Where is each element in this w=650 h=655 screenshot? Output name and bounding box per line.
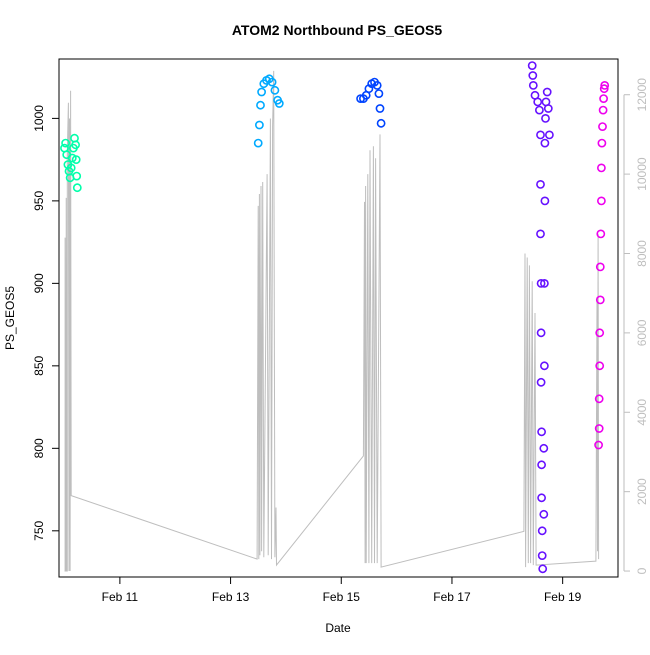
y2-tick-label: 0 [635,567,649,574]
series-3 [356,77,386,128]
data-point [537,526,547,536]
data-point [267,77,277,87]
data-point [597,138,607,148]
data-points-layer [60,61,610,574]
data-point [595,295,605,305]
data-point [595,361,605,371]
data-point [376,118,386,128]
data-point [536,130,545,140]
data-point [594,424,604,433]
data-point [537,427,546,437]
data-point [72,171,82,181]
data-point [527,61,537,70]
y2-tick-label: 12000 [635,78,649,112]
data-point [539,509,549,519]
y2-tick-label: 6000 [635,319,649,346]
data-point [66,163,76,173]
series-5 [594,81,610,450]
data-point [254,120,264,130]
data-point [540,138,550,148]
data-point [374,89,384,98]
data-point [541,114,550,123]
y2-tick-label: 8000 [635,240,649,267]
data-point [528,71,538,80]
data-point [257,87,266,97]
y2-tick-label: 4000 [635,399,649,426]
data-point [594,394,604,404]
data-point [535,105,544,115]
data-point [599,84,609,94]
data-point [256,100,265,110]
y-tick-label: 850 [32,356,46,376]
data-point [274,99,284,108]
data-point [72,183,82,193]
data-point [595,328,605,338]
altitude-line-layer [64,70,600,572]
x-tick-label: Feb 11 [102,590,139,604]
series-2 [253,74,284,148]
data-point [71,140,80,150]
data-point [596,229,606,239]
x-axis: Feb 11 Feb 13 Feb 15 Feb 17 Feb 19 [102,577,582,604]
data-point [540,278,549,288]
data-point [536,229,545,239]
y2-tick-label: 10000 [635,157,649,191]
data-point [540,196,550,206]
data-point [61,138,70,148]
data-point [536,328,546,338]
data-point [597,196,606,206]
y-axis-label: PS_GEOS5 [3,286,17,350]
data-point [595,262,605,272]
data-point [542,87,552,97]
y-axis: 750 800 850 900 950 1000 [32,105,59,541]
data-point [540,361,549,371]
data-point [537,551,547,560]
x-tick-label: Feb 13 [212,590,250,604]
y-tick-label: 750 [32,520,46,540]
secondary-y-axis: 0 2000 4000 6000 8000 10000 12000 [623,78,649,574]
series-4 [527,61,554,574]
data-point [372,81,382,90]
data-point [253,138,263,148]
data-point [597,163,606,173]
data-point [594,440,603,450]
data-point [537,493,546,503]
plot-frame [58,58,619,578]
data-point [375,104,385,113]
y-tick-label: 900 [32,273,46,293]
y2-tick-label: 2000 [635,478,649,505]
data-point [536,179,545,189]
data-point [71,155,81,164]
series-1 [60,133,82,193]
data-point [539,443,549,453]
data-point [599,94,608,103]
y-tick-label: 1000 [32,105,46,132]
data-point [536,377,546,387]
data-point [533,97,543,107]
x-tick-label: Feb 15 [323,590,361,604]
altitude-line [64,70,600,572]
chart-title: ATOM2 Northbound PS_GEOS5 [232,22,442,38]
data-point [536,278,546,288]
data-point [598,122,607,131]
y-tick-label: 800 [32,438,46,458]
data-point [270,85,280,95]
data-point [600,81,610,90]
data-point [537,460,546,470]
y-tick-label: 950 [32,191,46,211]
data-point [528,81,538,90]
data-point [545,130,554,140]
x-axis-label: Date [325,621,351,635]
data-point [543,104,553,113]
data-point [598,105,608,115]
x-tick-label: Feb 17 [433,590,471,604]
data-point [538,564,548,574]
x-tick-label: Feb 19 [544,590,582,604]
